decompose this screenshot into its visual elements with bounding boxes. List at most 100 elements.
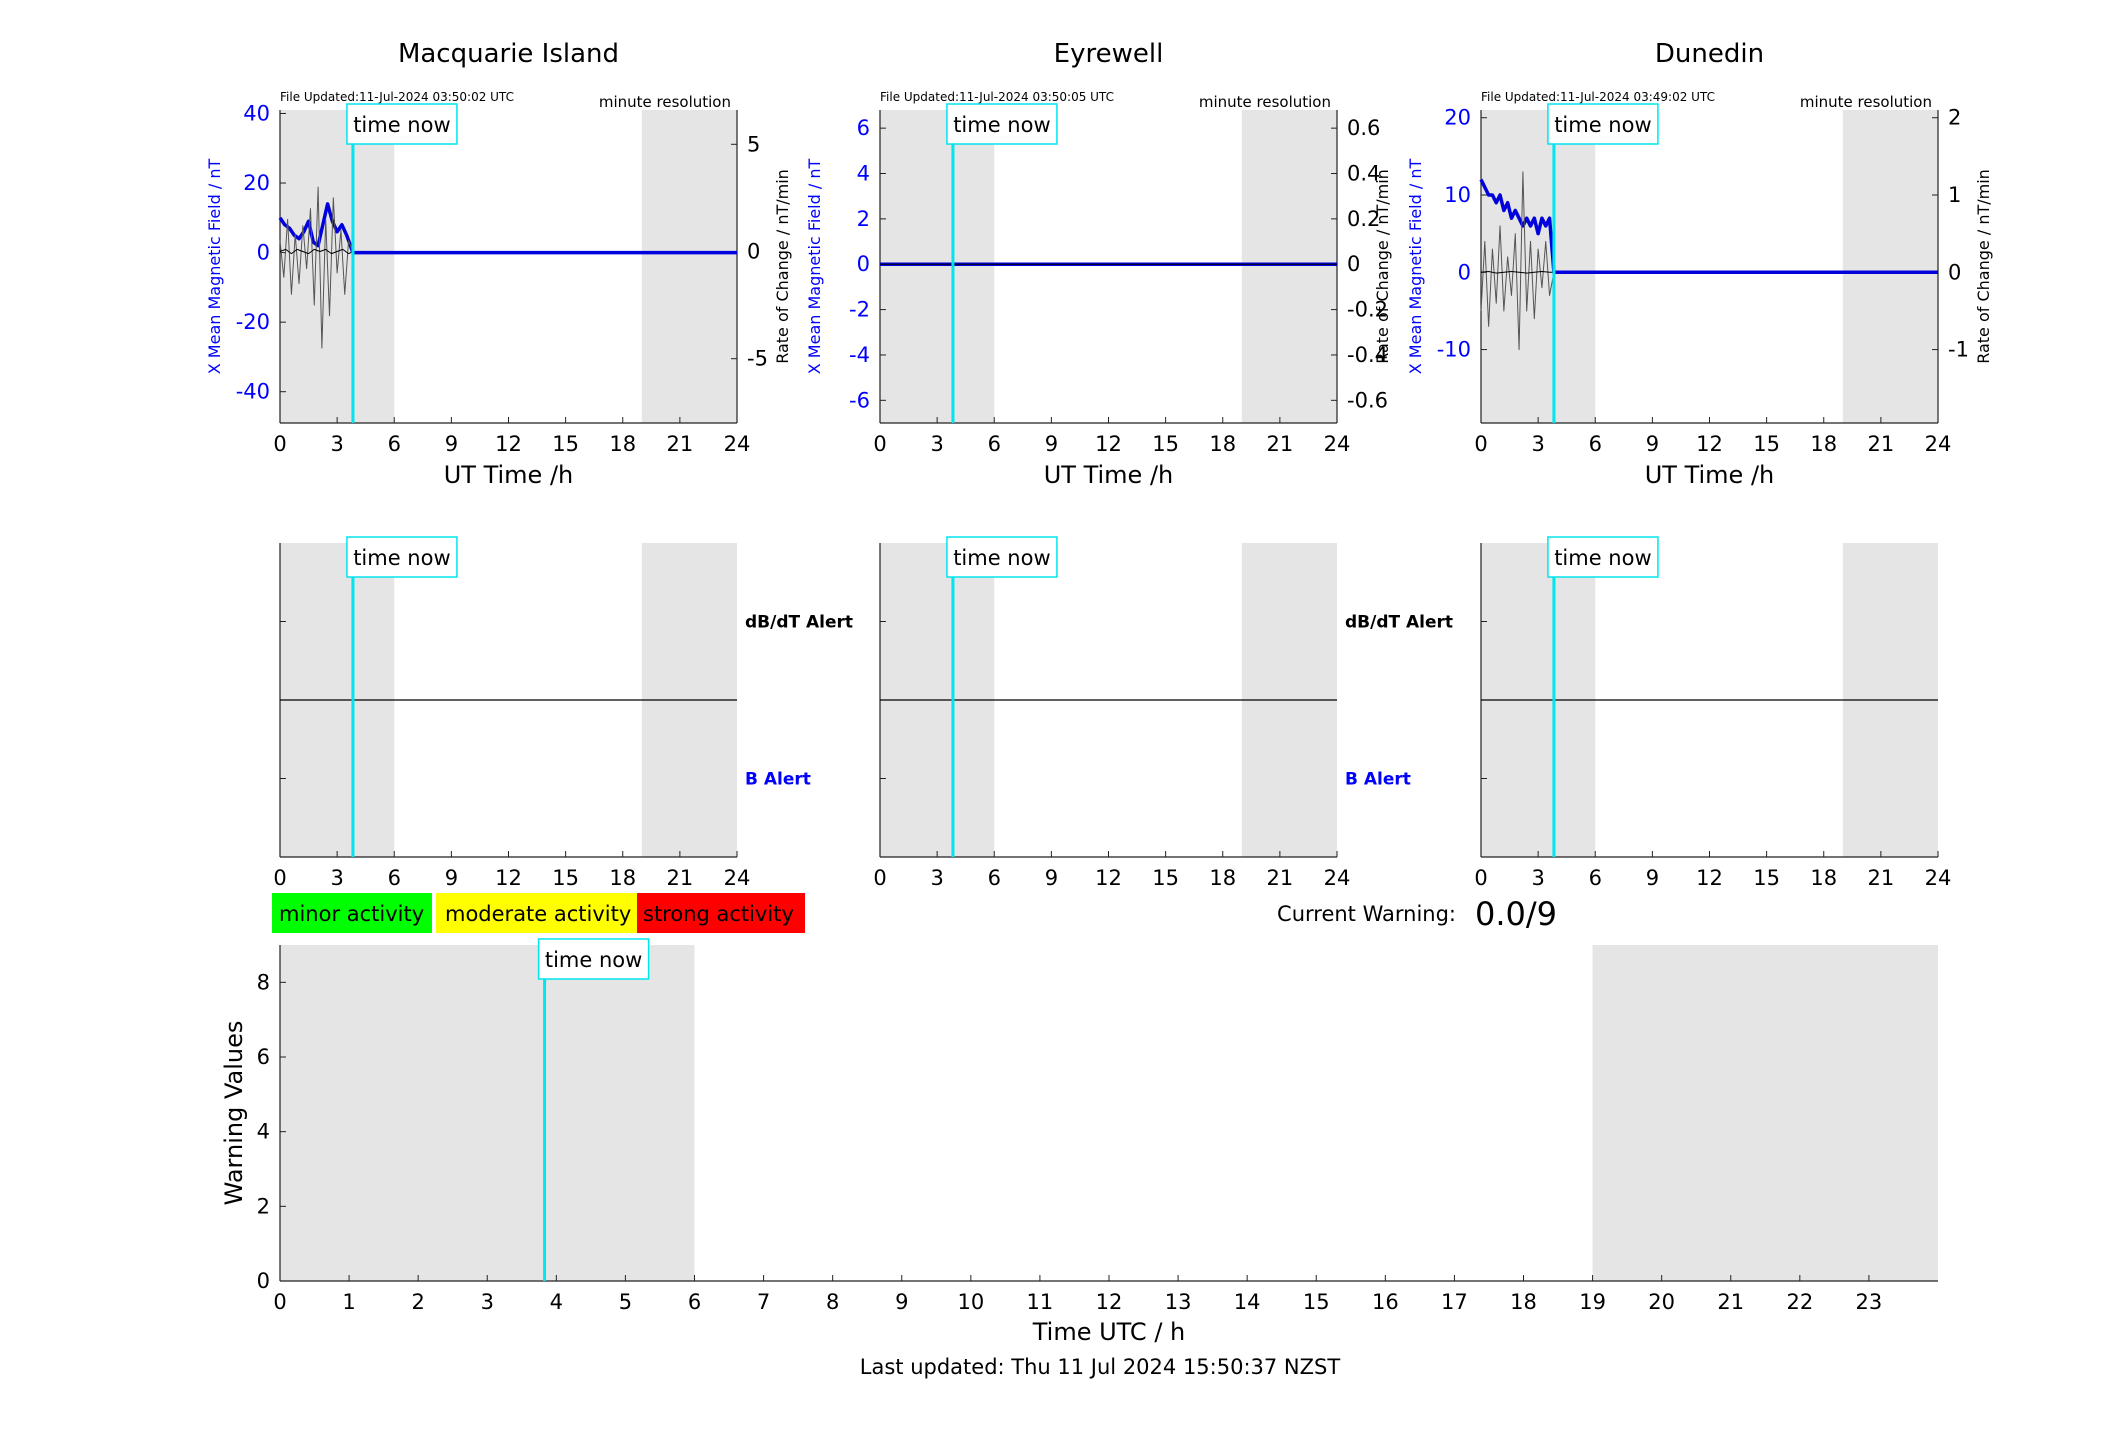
- x-tick-label: 0: [273, 432, 286, 456]
- x-tick-label: 13: [1165, 1290, 1192, 1314]
- x-tick-label: 0: [1474, 432, 1487, 456]
- y-tick-label-right: 0: [747, 239, 760, 263]
- x-tick-label: 18: [1209, 432, 1236, 456]
- last-updated: Last updated: Thu 11 Jul 2024 15:50:37 N…: [860, 1355, 1341, 1379]
- current-warning-label: Current Warning:: [1277, 902, 1456, 926]
- x-tick-label: 3: [1531, 432, 1544, 456]
- x-tick-label: 24: [1324, 866, 1351, 890]
- x-tick-label: 9: [445, 432, 458, 456]
- time-now-label: time now: [545, 948, 642, 972]
- time-now-box: [346, 103, 458, 145]
- x-tick-label: 3: [330, 866, 343, 890]
- x-tick-label: 21: [667, 866, 694, 890]
- x-axis-label: UT Time /h: [1044, 461, 1174, 489]
- y-tick-label-right: 0: [1948, 260, 1961, 284]
- panel-alert-3: 0 3 6 9 12 15 18 21 24 dB/dT Alert B Alert time now: [273, 536, 853, 890]
- y-tick-label: 0: [1458, 260, 1471, 284]
- y-tick-label: 8: [257, 970, 270, 994]
- x-tick-label: 24: [724, 866, 751, 890]
- series-line: [278, 202, 737, 255]
- shaded-interval: [1241, 110, 1337, 423]
- y-tick-label: 2: [857, 207, 870, 231]
- y-tick-label: 40: [243, 101, 270, 125]
- current-warning: Current Warning: 0.0/9: [1277, 895, 1557, 933]
- x-tick-label: 9: [1646, 866, 1659, 890]
- y-tick-label-right: -5: [747, 347, 768, 371]
- x-tick-label: 18: [609, 432, 636, 456]
- x-tick-label: 9: [895, 1290, 908, 1314]
- x-tick-label: 12: [1095, 866, 1122, 890]
- x-tick-label: 6: [1589, 866, 1602, 890]
- x-tick-label: 0: [1474, 866, 1487, 890]
- x-tick-label: 18: [1810, 432, 1837, 456]
- x-tick-label: 0: [273, 866, 286, 890]
- series-line: [279, 248, 354, 255]
- x-tick-label: 15: [1303, 1290, 1330, 1314]
- x-tick-label: 15: [1753, 432, 1780, 456]
- file-updated: File Updated:11-Jul-2024 03:49:02 UTC: [1481, 90, 1715, 104]
- x-tick-label: 24: [724, 432, 751, 456]
- y-tick-label: -4: [849, 343, 870, 367]
- y-tick-label-right: 5: [747, 132, 760, 156]
- x-tick-label: 6: [388, 866, 401, 890]
- y-axis-label-right: Rate of Change / nT/min: [1373, 169, 1392, 364]
- x-tick-label: 20: [1648, 1290, 1675, 1314]
- y-tick-label: 4: [857, 162, 870, 186]
- shaded-interval: [1842, 110, 1938, 423]
- y-tick-label-right: 0: [1347, 252, 1360, 276]
- x-tick-label: 21: [1717, 1290, 1744, 1314]
- x-tick-label: 15: [552, 866, 579, 890]
- y-tick-label: -10: [1437, 338, 1471, 362]
- x-tick-label: 15: [1152, 432, 1179, 456]
- x-tick-label: 8: [826, 1290, 839, 1314]
- time-now-label: time now: [1554, 113, 1651, 137]
- x-tick-label: 1: [342, 1290, 355, 1314]
- x-tick-label: 24: [1324, 432, 1351, 456]
- y-tick-label: 0: [257, 1269, 270, 1293]
- x-tick-label: 5: [619, 1290, 632, 1314]
- y-tick-label: 2: [257, 1194, 270, 1218]
- panel-title: Dunedin: [1655, 39, 1764, 69]
- y-tick-label-right: 0.2: [1347, 207, 1380, 231]
- x-tick-label: 21: [1868, 866, 1895, 890]
- y-tick-label-right: -0.6: [1347, 388, 1388, 412]
- y-tick-label-right: 1: [1948, 183, 1961, 207]
- x-tick-label: 23: [1856, 1290, 1883, 1314]
- legend-label-strong: strong activity: [643, 902, 794, 926]
- x-tick-label: 3: [1531, 866, 1544, 890]
- shaded-interval: [280, 945, 695, 1281]
- x-tick-label: 6: [688, 1290, 701, 1314]
- x-tick-label: 16: [1372, 1290, 1399, 1314]
- x-tick-label: 18: [1810, 866, 1837, 890]
- x-tick-label: 3: [330, 432, 343, 456]
- y-tick-label: 10: [1444, 183, 1471, 207]
- x-tick-label: 12: [1096, 1290, 1123, 1314]
- b-alert-label: B Alert: [1345, 770, 1411, 790]
- y-tick-label: -40: [236, 380, 270, 404]
- x-tick-label: 18: [1209, 866, 1236, 890]
- series-line: [1479, 178, 1938, 275]
- y-tick-label: -2: [849, 298, 870, 322]
- y-tick-label-right: 0.4: [1347, 162, 1380, 186]
- x-tick-label: 12: [495, 432, 522, 456]
- x-tick-label: 9: [445, 866, 458, 890]
- x-tick-label: 9: [1045, 432, 1058, 456]
- x-tick-label: 21: [667, 432, 694, 456]
- y-tick-label: 20: [243, 171, 270, 195]
- x-tick-label: 0: [873, 432, 886, 456]
- y-tick-label-right: -0.4: [1347, 343, 1388, 367]
- y-axis-label: X Mean Magnetic Field / nT: [1406, 159, 1425, 375]
- legend-label-minor: minor activity: [279, 902, 424, 926]
- panel-warning-6: 0 1 2 3 4 5 6 7 8 9 10 11 12 13 14 15 16 17 18 19 20 21 22 2302…: [220, 938, 1938, 1346]
- x-tick-label: 21: [1267, 866, 1294, 890]
- panel-field-0: 0 3 6 9 12 15 18 21 24 Macquarie Island File Updat…: [205, 39, 792, 489]
- y-tick-label: 4: [257, 1120, 270, 1144]
- y-axis-label-right: Rate of Change / nT/min: [773, 169, 792, 364]
- x-tick-label: 3: [930, 432, 943, 456]
- time-now-box: [946, 103, 1058, 145]
- time-now-label: time now: [1554, 546, 1651, 570]
- shaded-interval: [880, 110, 995, 423]
- x-tick-label: 7: [757, 1290, 770, 1314]
